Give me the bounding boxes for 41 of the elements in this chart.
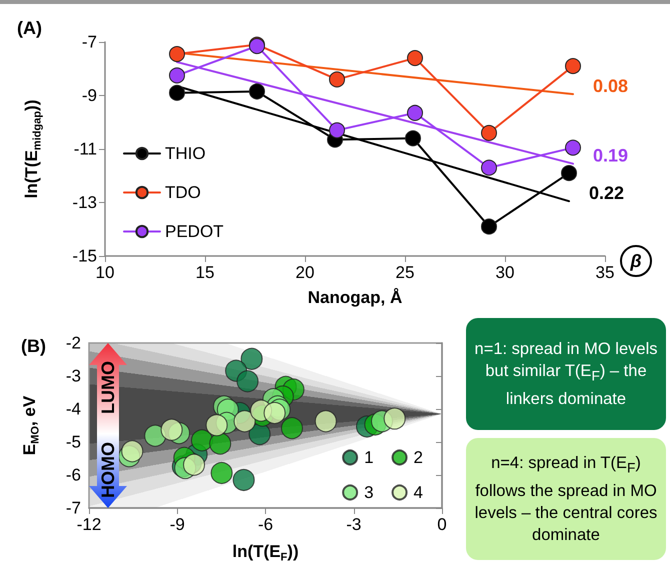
y-tick-label: -15 [72,246,97,266]
x-tick-label: 30 [496,263,514,282]
text: n=1: spread in MO levels but similar T(E$_{F}$) – the linkers dominate [474,339,658,410]
legend-label: 1 [364,448,374,467]
chart-title: (A) [17,18,42,38]
x-tick-label: -3 [346,515,362,534]
legend-label: THIO [165,144,206,163]
annotation: LUMO [98,361,118,414]
chart-title: (B) [21,336,46,356]
legend-label: PEDOT [165,222,224,241]
legend-label: 2 [414,448,424,467]
text: n=4: spread in T(E$_{F}$) follows the spread in MO levels – the central cores dominate [474,453,658,546]
y-axis-title: ln(T(Emidgap)) [22,100,44,198]
y-tick-label: -11 [74,140,97,158]
x-tick-label: -6 [258,515,274,534]
x-tick-label: 20 [296,263,314,282]
y-tick-label: -4 [66,400,81,418]
y-tick-label: -2 [66,334,81,352]
x-tick-label: 35 [596,263,614,282]
x-tick-label: 0 [437,515,447,534]
y-tick-label: -7 [66,498,81,518]
series-label: 0.08 [593,76,628,96]
x-axis-title: Nanogap, Å [308,288,402,307]
legend-label: 4 [414,483,424,502]
x-tick-label: 25 [396,263,414,282]
y-tick-label: -3 [66,366,81,386]
annotation: HOMO [98,442,118,498]
y-axis-title: EMO, eV [20,395,42,456]
legend-label: 3 [364,483,374,502]
series-label: 0.19 [593,146,628,166]
y-tick-label: -5 [66,432,81,452]
x-tick-label: 10 [96,263,114,282]
y-tick-label: -13 [72,193,97,212]
x-tick-label: 15 [196,263,214,282]
y-tick-label: -6 [66,466,81,484]
y-tick-label: -7 [82,32,97,52]
y-tick-label: -9 [82,86,97,105]
series-label: 0.22 [589,183,624,204]
x-tick-label: -12 [76,515,102,534]
x-tick-label: -9 [170,515,185,534]
legend-label: TDO [165,183,201,202]
